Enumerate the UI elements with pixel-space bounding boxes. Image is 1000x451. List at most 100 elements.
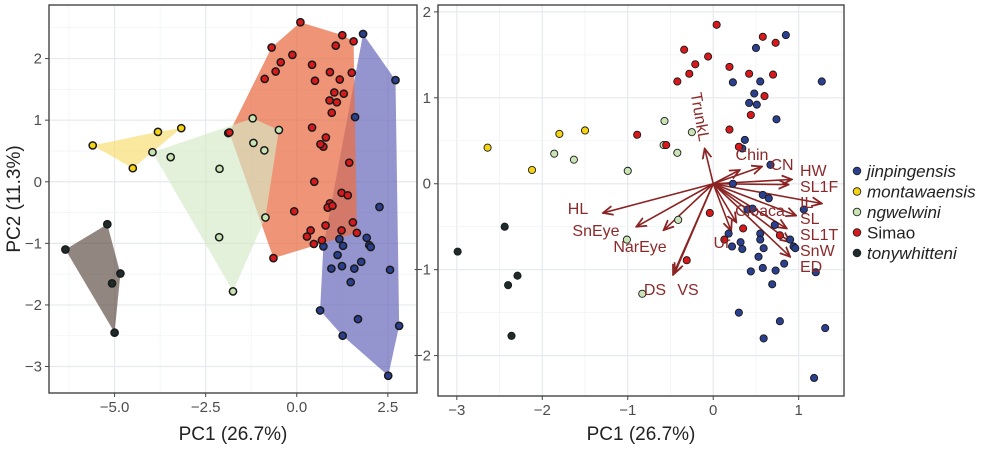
- data-point-tonywhitteni: [110, 328, 119, 337]
- loading-arrow-SL: [712, 182, 796, 216]
- data-point-ngwelwini: [623, 166, 632, 175]
- data-point-Simao: [267, 43, 276, 52]
- data-point-jinpingensis: [333, 250, 342, 260]
- data-point-ngwelwini: [550, 149, 559, 158]
- data-point-Simao: [335, 75, 345, 84]
- y-tick-label: 2: [34, 51, 42, 68]
- data-point-Simao: [225, 128, 234, 137]
- data-point-ngwelwini: [259, 145, 269, 155]
- loading-arrow-ED: [712, 183, 790, 257]
- data-point-Simao: [306, 226, 315, 235]
- loading-arrow-SL1F: [713, 184, 788, 185]
- data-point-ngwelwini: [166, 152, 176, 162]
- data-point-ngwelwini: [261, 213, 270, 222]
- loading-label-NarEye: NarEye: [613, 239, 666, 256]
- data-point-Simao: [712, 20, 721, 29]
- legend-key-tonywhitteni: [852, 248, 862, 258]
- hull-jinpingensis: [320, 33, 400, 376]
- data-point-tonywhitteni: [107, 279, 117, 288]
- data-point-jinpingensis: [764, 194, 773, 203]
- data-point-ngwelwini: [660, 116, 669, 126]
- y-tick-label: −3: [25, 359, 42, 376]
- data-point-tonywhitteni: [500, 222, 509, 231]
- data-point-tonywhitteni: [504, 281, 513, 290]
- loading-label-SL1T: SL1T: [800, 227, 838, 244]
- x-tick-label: −1: [619, 402, 636, 419]
- data-point-ngwelwini: [214, 232, 224, 242]
- data-point-Simao: [309, 239, 319, 249]
- data-point-jinpingensis: [786, 235, 795, 244]
- data-point-ngwelwini: [638, 289, 647, 298]
- data-point-Simao: [739, 224, 748, 233]
- loading-label-HL: HL: [568, 201, 589, 218]
- data-point-jinpingensis: [727, 242, 737, 251]
- data-point-jinpingensis: [383, 371, 393, 381]
- data-point-Simao: [725, 62, 734, 71]
- data-point-Simao: [331, 41, 341, 50]
- data-point-jinpingensis: [791, 244, 800, 253]
- loading-label-Chin: Chin: [736, 147, 769, 164]
- data-point-jinpingensis: [810, 373, 819, 383]
- x-axis-label: PC1 (26.7%): [179, 424, 288, 445]
- data-point-jinpingensis: [759, 334, 768, 343]
- loading-label-Cloaca: Cloaca: [735, 203, 785, 220]
- loading-label-IL: IL: [800, 195, 813, 212]
- data-point-Simao: [310, 76, 320, 86]
- data-point-jinpingensis: [356, 257, 366, 267]
- data-point-Simao: [348, 218, 358, 227]
- data-point-ngwelwini: [274, 125, 284, 135]
- data-point-jinpingensis: [315, 306, 325, 315]
- data-point-tonywhitteni: [61, 245, 70, 254]
- plot-frame: [48, 4, 418, 394]
- data-point-Simao: [327, 108, 337, 118]
- loading-label-SnEye: SnEye: [572, 223, 619, 240]
- data-point-jinpingensis: [768, 280, 777, 289]
- y-tick-label: −1: [25, 235, 42, 252]
- plot-frame: [437, 4, 845, 397]
- data-point-jinpingensis: [817, 77, 826, 86]
- data-point-montawaensis: [527, 165, 537, 175]
- data-point-Simao: [349, 36, 358, 46]
- hull-ngwelwini: [152, 118, 279, 292]
- data-point-montawaensis: [580, 126, 590, 135]
- loading-label-HW: HW: [800, 163, 828, 180]
- data-point-Simao: [769, 70, 778, 79]
- data-point-Simao: [269, 253, 278, 263]
- data-point-Simao: [682, 256, 691, 265]
- x-tick-label: −5.0: [100, 399, 130, 416]
- y-tick-label: −1: [414, 262, 431, 279]
- legend-label-ngwelwini: ngwelwini: [867, 203, 942, 222]
- loading-arrow-Cloaca: [712, 183, 736, 223]
- data-point-Simao: [337, 30, 347, 40]
- data-point-Simao: [260, 74, 270, 84]
- data-point-jinpingensis: [750, 89, 759, 98]
- data-point-jinpingensis: [338, 241, 348, 251]
- data-point-jinpingensis: [745, 98, 754, 108]
- data-point-montawaensis: [555, 129, 564, 138]
- legend-key-Simao: [852, 228, 862, 237]
- data-point-Simao: [725, 125, 734, 134]
- data-point-Simao: [339, 89, 349, 99]
- data-point-jinpingensis: [799, 205, 808, 214]
- data-point-montawaensis: [153, 127, 163, 137]
- x-axis-label: PC1 (26.7%): [587, 424, 696, 445]
- data-point-jinpingensis: [738, 245, 747, 254]
- pca-hull-plot: −5.0 −2.5 0.0 2.5 −3 −2 −1 0 1 2 PC1 (26.7%) PC2 (1…: [4, 4, 418, 445]
- data-point-Simao: [685, 69, 694, 78]
- data-point-jinpingensis: [728, 179, 737, 188]
- data-point-Simao: [343, 190, 353, 200]
- data-point-Simao: [746, 110, 755, 120]
- data-point-jinpingensis: [349, 264, 359, 273]
- loading-arrow-HL: [603, 182, 714, 213]
- data-point-ngwelwini: [249, 138, 258, 148]
- y-tick-label: 0: [34, 174, 42, 191]
- y-tick-label: 1: [34, 112, 42, 129]
- data-point-jinpingensis: [775, 317, 784, 326]
- data-point-Simao: [289, 206, 299, 216]
- legend-label-montawaensis: montawaensis: [867, 183, 976, 202]
- data-point-Simao: [288, 50, 297, 60]
- data-point-Simao: [734, 142, 743, 151]
- data-point-Simao: [347, 68, 357, 78]
- y-tick-label: −2: [25, 297, 42, 314]
